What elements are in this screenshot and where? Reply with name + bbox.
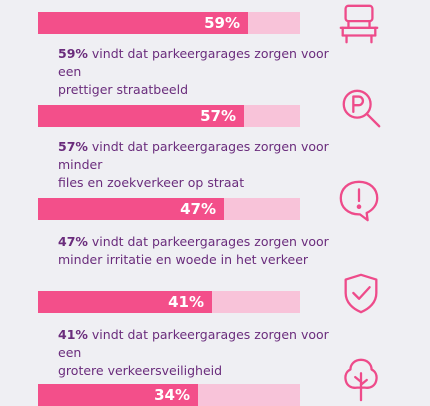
bar-track-4: 41% — [38, 291, 300, 313]
bar-value-label-5: 34% — [154, 386, 190, 404]
description-1: 59% vindt dat parkeergarages zorgen voor… — [58, 45, 348, 99]
description-text-4a: vindt dat parkeergarages zorgen voor een — [58, 327, 329, 360]
parking-search-icon — [338, 86, 384, 132]
bar-fill-5: 34% — [38, 384, 198, 406]
description-pct-2: 57% — [58, 139, 88, 154]
description-pct-4: 41% — [58, 327, 88, 342]
description-text-3a: vindt dat parkeergarages zorgen voor — [87, 234, 329, 249]
bar-fill-4: 41% — [38, 291, 212, 313]
description-text-4b: grotere verkeersveiligheid — [58, 363, 223, 378]
description-3: 47% vindt dat parkeergarages zorgen voor… — [58, 233, 348, 269]
description-4: 41% vindt dat parkeergarages zorgen voor… — [58, 326, 348, 380]
description-text-1b: prettiger straatbeeld — [58, 82, 188, 97]
tree-icon — [338, 356, 384, 402]
description-2: 57% vindt dat parkeergarages zorgen voor… — [58, 138, 348, 192]
shield-check-icon — [338, 270, 384, 316]
bar-fill-1: 59% — [38, 12, 248, 34]
description-text-2b: files en zoekverkeer op straat — [58, 175, 245, 190]
description-text-3b: minder irritatie en woede in het verkeer — [58, 252, 309, 267]
bar-track-3: 47% — [38, 198, 300, 220]
description-pct-3: 47% — [58, 234, 88, 249]
bar-fill-2: 57% — [38, 105, 244, 127]
description-text-2a: vindt dat parkeergarages zorgen voor min… — [58, 139, 329, 172]
bar-value-label-2: 57% — [200, 107, 236, 125]
bar-value-label-4: 41% — [168, 293, 204, 311]
exclamation-bubble-icon — [336, 177, 382, 223]
description-text-1a: vindt dat parkeergarages zorgen voor een — [58, 46, 329, 79]
bar-fill-3: 47% — [38, 198, 224, 220]
bar-track-1: 59% — [38, 12, 300, 34]
bench-icon — [336, 1, 382, 47]
description-pct-1: 59% — [58, 46, 88, 61]
bar-track-2: 57% — [38, 105, 300, 127]
bar-value-label-3: 47% — [180, 200, 216, 218]
bar-track-5: 34% — [38, 384, 300, 406]
bar-value-label-1: 59% — [204, 14, 240, 32]
